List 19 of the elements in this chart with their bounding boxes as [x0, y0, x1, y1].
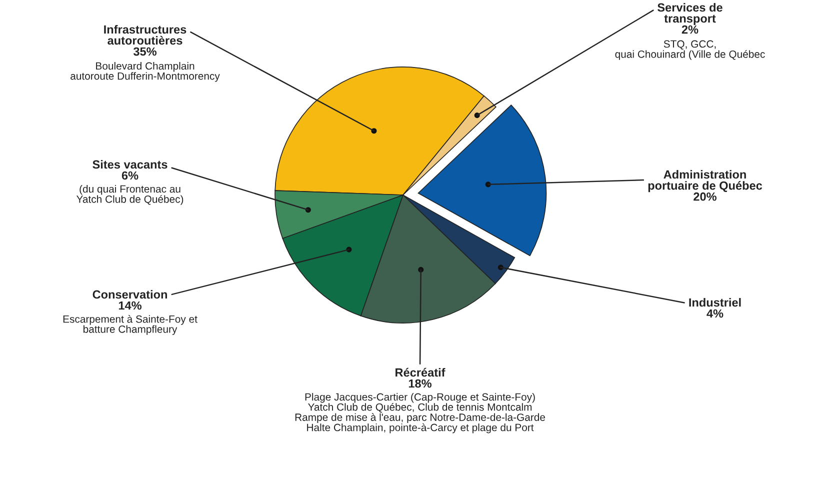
data-label: 6% [122, 171, 138, 180]
data-label: 35% [133, 47, 157, 56]
slice-label: Industriel [689, 298, 741, 307]
slice-label: Récréatif [396, 368, 446, 377]
slice-label: Infrastructures autoroutières [104, 25, 186, 45]
slice-label: Sites vacants [92, 160, 168, 169]
text: (du quai Frontenac au Yatch Club de Québec) [76, 185, 184, 205]
text: STQ, GCC, quai Chouinard (Ville de Québec [615, 40, 765, 60]
data-label: 2% [682, 25, 698, 34]
data-label: 4% [706, 309, 724, 318]
data-label: 14% [118, 301, 142, 310]
text: Escarpement à Sainte-Foy et batture Champfleury [63, 315, 198, 335]
slice-label: Conservation [92, 290, 167, 299]
text: Boulevard Champlain autoroute Dufferin-Montmorency [70, 62, 220, 82]
data-label: 20% [694, 192, 717, 201]
text: Plage Jacques-Cartier (Cap-Rouge et Sainte-Foy) Yatch Club de Québec, Club de tennis Montcalm Rampe de mise à l'eau, parc Notre-Dame-de-la-Garde Halte Champlain, pointe-à-Carcy et plage du Port [295, 393, 546, 434]
slice-label: Administration portuaire de Québec [648, 170, 762, 192]
data-label: 18% [408, 379, 432, 388]
slice-label: Services de transport [658, 3, 722, 26]
